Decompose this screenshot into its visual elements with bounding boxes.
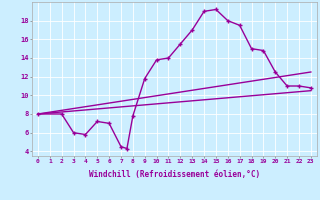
- X-axis label: Windchill (Refroidissement éolien,°C): Windchill (Refroidissement éolien,°C): [89, 170, 260, 179]
